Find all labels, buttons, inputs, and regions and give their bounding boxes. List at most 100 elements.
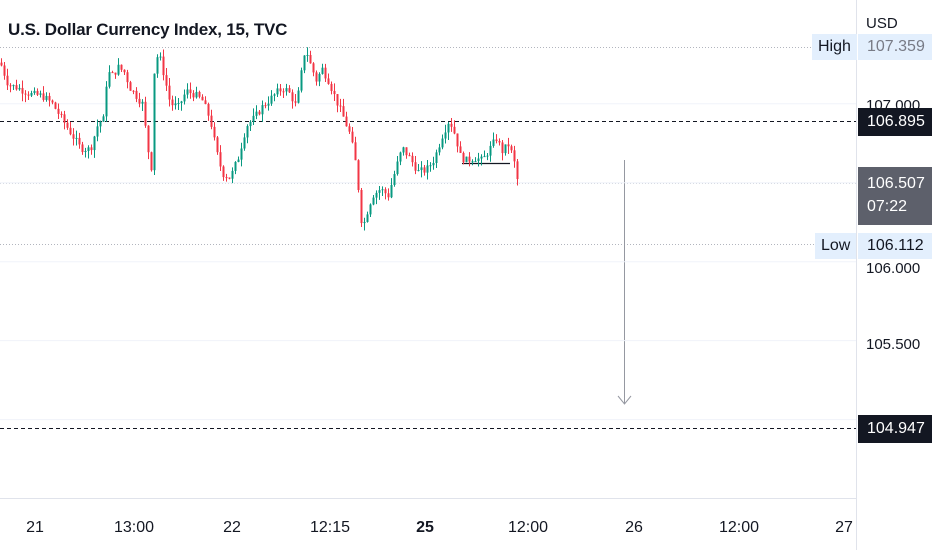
candle-body (363, 221, 366, 224)
candle-body (315, 72, 318, 82)
candle-body (69, 127, 72, 135)
x-tick-25: 25 (416, 519, 434, 536)
candle-body (318, 73, 321, 82)
x-tick-27: 27 (835, 519, 853, 536)
candle-body (222, 166, 225, 178)
candle-body (87, 147, 90, 151)
candle-body (159, 56, 162, 58)
y-tick-105-5: 105.500 (866, 336, 920, 353)
candle-body (447, 123, 450, 133)
candle-body (78, 137, 81, 145)
x-tick-12-15: 12:15 (310, 519, 350, 536)
candle-body (393, 174, 396, 185)
candle-body (231, 170, 234, 179)
candle-body (291, 92, 294, 102)
candle-body (498, 141, 501, 143)
candle-body (246, 126, 249, 138)
candle-body (420, 167, 423, 171)
candle-body (93, 136, 96, 151)
candle-body (402, 147, 405, 153)
candle-body (9, 85, 12, 87)
candle-body (0, 62, 3, 66)
candle-body (477, 158, 480, 162)
candle-body (210, 115, 213, 127)
currency-label: USD (866, 15, 898, 32)
candle-body (438, 147, 441, 153)
candle-body (201, 96, 204, 101)
candle-body (45, 95, 48, 100)
candle-body (243, 137, 246, 149)
candle-body (492, 139, 495, 146)
candle-body (108, 72, 111, 87)
candle-body (255, 111, 258, 116)
candle-body (267, 103, 270, 106)
candle-body (129, 82, 132, 91)
candle-body (18, 87, 21, 90)
candle-body (261, 105, 264, 115)
candle-body (165, 75, 168, 86)
candle-body (51, 100, 54, 103)
candle-body (348, 126, 351, 132)
candle-body (219, 152, 222, 167)
candle-body (435, 152, 438, 163)
candle-body (474, 161, 477, 163)
candle-body (213, 126, 216, 138)
candle-body (459, 146, 462, 153)
candle-body (390, 184, 393, 198)
candle-body (321, 67, 324, 74)
candle-body (429, 165, 432, 167)
candle-body (6, 75, 9, 86)
candle-body (186, 89, 189, 95)
candle-body (198, 91, 201, 97)
candle-body (156, 57, 159, 74)
candle-body (225, 177, 228, 179)
candle-body (249, 121, 252, 127)
x-tick-12-00-b: 12:00 (719, 519, 759, 536)
low-value: 106.112 (858, 233, 932, 259)
projection-arrow[interactable] (617, 160, 632, 405)
candle-body (486, 155, 489, 157)
candle-body (60, 113, 63, 115)
candle-body (339, 105, 342, 107)
candle-body (471, 161, 474, 163)
candle-body (171, 99, 174, 106)
candle-body (384, 189, 387, 194)
candle-body (453, 126, 456, 134)
candle-body (408, 155, 411, 157)
candle-body (258, 111, 261, 115)
candle-body (126, 72, 129, 83)
level-value-upper: 106.895 (858, 108, 932, 136)
candle-body (327, 78, 330, 84)
candle-body (234, 161, 237, 171)
candle-body (276, 88, 279, 95)
candle-body (387, 193, 390, 198)
candle-body (432, 162, 435, 166)
candle-body (141, 101, 144, 104)
candle-body (30, 93, 33, 96)
x-tick-26: 26 (625, 519, 643, 536)
high-value: 107.359 (858, 34, 932, 60)
candle-body (330, 83, 333, 91)
candle-body (150, 152, 153, 171)
candle-body (366, 214, 369, 222)
candle-body (153, 73, 156, 171)
candle-body (228, 177, 231, 179)
candle-body (516, 161, 519, 180)
candle-body (174, 103, 177, 106)
candle-body (336, 94, 339, 106)
candle-body (63, 114, 66, 123)
candle-body (252, 115, 255, 122)
candle-body (75, 137, 78, 139)
candle-body (12, 85, 15, 87)
candle-body (465, 156, 468, 163)
candle-body (204, 100, 207, 105)
candle-body (138, 98, 141, 104)
candle-body (501, 142, 504, 154)
candle-body (120, 64, 123, 70)
candle-body (513, 150, 516, 162)
candle-body (510, 146, 513, 151)
current-price-box: 106.507 07:22 (858, 167, 932, 225)
candle-body (405, 147, 408, 156)
candle-body (279, 88, 282, 92)
